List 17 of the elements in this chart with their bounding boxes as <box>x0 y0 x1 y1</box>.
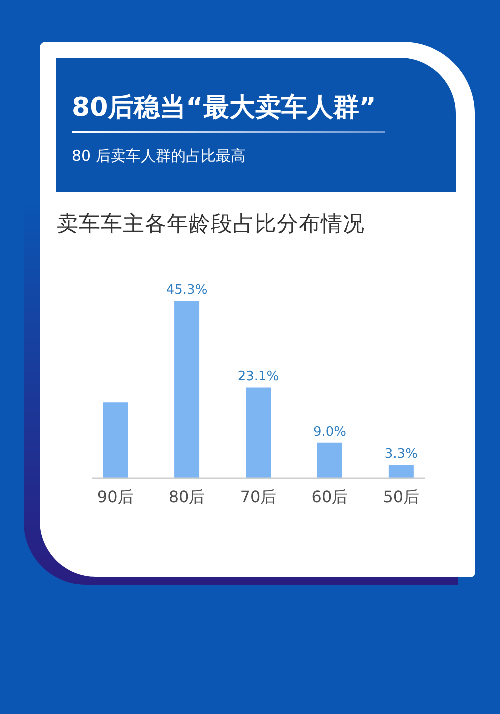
bar <box>246 388 271 478</box>
bar <box>103 402 128 478</box>
text: 卖车车主各年龄段占比分布情况 <box>57 212 365 237</box>
bar <box>174 301 200 478</box>
x-tick-label: 90后 <box>97 488 134 506</box>
data-label: 23.1% <box>238 370 280 385</box>
x-tick-label: 70后 <box>240 488 277 506</box>
data-label: 3.3% <box>384 447 418 462</box>
data-label: 9.0% <box>313 424 346 440</box>
x-tick-label: 80后 <box>168 488 206 506</box>
bar <box>317 442 342 478</box>
x-tick-label: 60后 <box>312 488 348 506</box>
bar <box>388 465 414 478</box>
data-label: 45.3% <box>166 283 208 298</box>
chart-subtitle: 80 后卖车人群的占比最高 <box>72 147 246 165</box>
chart-title: 80后稳当“最大卖车人群” <box>72 93 376 123</box>
x-tick-label: 50后 <box>383 488 420 506</box>
